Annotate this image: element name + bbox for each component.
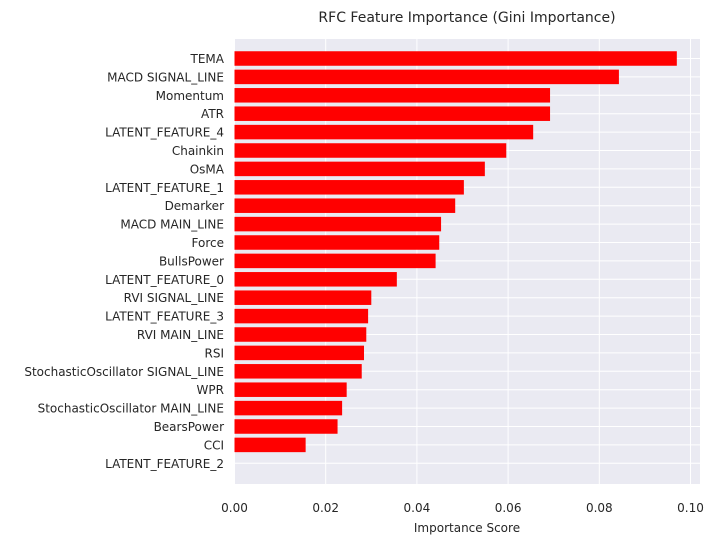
y-tick-label: StochasticOscillator MAIN_LINE [38,402,224,416]
bar [234,290,372,305]
bar [234,364,362,379]
x-tick-label: 0.06 [495,501,522,515]
y-tick-label: Chainkin [172,144,224,158]
bar [234,143,507,158]
y-tick-label: RSI [205,346,225,360]
x-tick-label: 0.04 [404,501,431,515]
chart-title: RFC Feature Importance (Gini Importance) [318,10,615,26]
y-tick-label: Demarker [165,199,225,213]
y-tick-label: Force [192,236,224,250]
bar [234,382,347,397]
y-tick-label: MACD MAIN_LINE [120,218,224,232]
bar [234,88,551,103]
bar [234,51,677,66]
y-tick-label: WPR [197,383,224,397]
x-tick-label: 0.08 [586,501,613,515]
bar [234,327,367,342]
bar [234,419,338,434]
y-tick-label: RVI SIGNAL_LINE [124,291,224,305]
bar [234,345,365,361]
bar [234,253,436,269]
x-axis-title: Importance Score [414,521,520,535]
y-tick-label: LATENT_FEATURE_4 [105,126,224,140]
bar [234,272,397,287]
y-tick-label: LATENT_FEATURE_1 [105,181,224,195]
y-tick-label: TEMA [190,52,225,66]
bar [234,400,343,416]
x-tick-labels: 0.00 0.02 0.04 0.06 0.08 0.10 [221,501,704,515]
x-tick-label: 0.02 [312,501,339,515]
bar [234,106,551,121]
y-tick-label: CCI [204,438,224,452]
bar [234,69,619,85]
bar [234,216,442,232]
bar [234,161,485,177]
y-tick-label: BullsPower [159,254,224,268]
bar [234,124,534,140]
bar [234,437,306,453]
y-tick-label: ATR [201,107,224,121]
bar [234,198,456,213]
y-tick-label: Momentum [156,89,224,103]
y-tick-label: StochasticOscillator SIGNAL_LINE [24,365,224,379]
y-tick-label: LATENT_FEATURE_0 [105,273,224,287]
y-tick-label: MACD SIGNAL_LINE [107,70,224,84]
bars [234,51,677,453]
y-tick-labels: TEMA MACD SIGNAL_LINE Momentum ATR LATENT_FE… [24,52,224,471]
y-tick-label: RVI MAIN_LINE [137,328,224,342]
y-tick-label: BearsPower [154,420,225,434]
y-tick-label: LATENT_FEATURE_3 [105,310,224,324]
bar [234,180,464,195]
bar [234,235,440,250]
x-tick-label: 0.10 [677,501,704,515]
bar [234,308,369,324]
y-tick-label: OsMA [190,162,225,176]
y-tick-label: LATENT_FEATURE_2 [105,457,224,471]
x-tick-label: 0.00 [221,501,248,515]
